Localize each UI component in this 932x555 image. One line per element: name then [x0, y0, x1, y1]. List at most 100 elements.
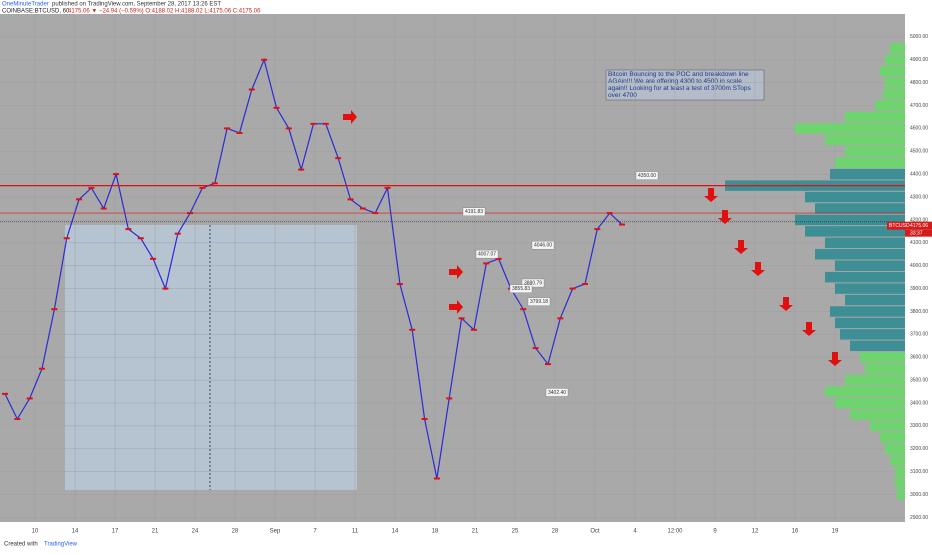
volume-profile-bar — [845, 111, 905, 123]
volume-profile-bar — [897, 489, 905, 500]
price-bar — [359, 207, 366, 210]
volume-profile-bar — [845, 374, 905, 386]
price-bar — [594, 228, 601, 231]
price-bar — [150, 257, 157, 260]
y-tick-label: 3900.00 — [910, 286, 928, 292]
price-label: 3880.79 — [524, 280, 542, 286]
price-bar — [458, 317, 465, 320]
x-tick-label: 25 — [512, 529, 519, 535]
x-tick-label: 14 — [72, 529, 79, 535]
price-bar — [137, 237, 144, 240]
x-tick-label: 17 — [112, 529, 119, 535]
price-bar — [446, 397, 453, 400]
volume-profile-bar — [850, 409, 905, 420]
last-price-box — [887, 221, 932, 230]
countdown-box — [905, 229, 932, 237]
price-bar — [273, 106, 280, 109]
price-bar — [162, 287, 169, 290]
last-price-symbol: BTCUSD — [889, 223, 910, 229]
volume-profile-bar — [830, 306, 905, 317]
last-price-value: 4175.06 — [910, 223, 928, 229]
x-tick-label: 28 — [552, 529, 559, 535]
price-bar — [569, 287, 576, 290]
y-tick-label: 3100.00 — [910, 469, 928, 475]
price-bar — [51, 308, 58, 311]
volume-profile-bar — [835, 317, 905, 329]
volume-profile-bar — [825, 237, 905, 249]
y-tick-label: 3200.00 — [910, 446, 928, 452]
price-label: 4191.83 — [465, 209, 483, 215]
volume-profile-bar — [835, 397, 905, 409]
y-tick-label: 4100.00 — [910, 240, 928, 246]
x-tick-label: 12 — [752, 529, 759, 535]
x-tick-label: 18 — [432, 529, 439, 535]
annotation-box: Bitcoin Bouncing to the POC and breakdow… — [608, 71, 751, 99]
price-bar — [495, 257, 502, 260]
volume-profile-bar — [795, 214, 905, 226]
volume-profile-bar — [880, 432, 905, 443]
x-tick-label: 16 — [792, 529, 799, 535]
volume-profile-bar — [865, 363, 905, 374]
volume-profile-bar — [835, 157, 905, 168]
x-tick-label: 24 — [192, 529, 199, 535]
x-tick-label: 21 — [152, 529, 159, 535]
x-tick-label: 4 — [633, 529, 637, 535]
price-bar — [557, 317, 564, 320]
y-tick-label: 4000.00 — [910, 263, 928, 269]
x-tick-label: Sep — [270, 529, 281, 535]
price-label-box — [509, 284, 533, 293]
price-bar — [39, 367, 46, 370]
y-tick-label: 4200.00 — [910, 217, 928, 223]
price-label-box — [462, 207, 486, 216]
arrows — [343, 110, 842, 366]
y-tick-label: 4500.00 — [910, 149, 928, 155]
volume-profile-bar — [815, 249, 905, 260]
price-label: 4350.00 — [638, 173, 656, 179]
price-label-box — [545, 388, 569, 397]
price-label-box — [475, 249, 499, 259]
price-bar — [76, 198, 83, 201]
volume-profile-bar — [815, 203, 905, 214]
price-bar — [285, 127, 292, 130]
price-bar — [113, 173, 120, 176]
volume-profile-bar — [845, 146, 905, 157]
price-bar — [88, 186, 95, 189]
y-tick-label: 3400.00 — [910, 400, 928, 406]
y-tick-label: 4600.00 — [910, 126, 928, 132]
price-bar — [384, 186, 391, 189]
price-label-box — [521, 278, 545, 288]
y-tick-label: 4400.00 — [910, 172, 928, 178]
volume-profile-bar — [895, 466, 905, 477]
price-bar — [347, 198, 354, 201]
y-tick-label: 3500.00 — [910, 377, 928, 383]
x-tick-label: 19 — [832, 529, 839, 535]
volume-profile-bar — [870, 420, 905, 432]
price-label-box — [635, 171, 659, 180]
y-tick-label: 3800.00 — [910, 309, 928, 315]
x-tick-label: 11 — [352, 529, 359, 535]
price-label: 4007.07 — [478, 251, 496, 257]
price-bar — [199, 186, 206, 189]
price-bar — [421, 418, 428, 421]
x-tick-label: 9 — [713, 529, 717, 535]
price-bar — [433, 477, 440, 480]
price-bar — [63, 237, 70, 240]
footer-brand[interactable]: TradingView — [44, 542, 78, 548]
volume-profile-bar — [835, 283, 905, 294]
y-tick-label: 4900.00 — [910, 57, 928, 63]
volume-profile-bar — [885, 443, 905, 454]
price-bar — [483, 262, 490, 265]
y-tick-label: 3000.00 — [910, 492, 928, 498]
y-tick-label: 4800.00 — [910, 80, 928, 86]
x-tick-label: 14 — [392, 529, 399, 535]
price-bar — [2, 392, 8, 395]
volume-profile-bar — [875, 100, 905, 111]
price-label: 3855.83 — [512, 286, 530, 292]
y-tick-label: 3300.00 — [910, 423, 928, 429]
price-bar — [236, 131, 243, 134]
countdown: 33:37 — [910, 230, 923, 236]
price-bar — [125, 228, 132, 231]
author[interactable]: OneMinuteTrader — [2, 2, 49, 8]
